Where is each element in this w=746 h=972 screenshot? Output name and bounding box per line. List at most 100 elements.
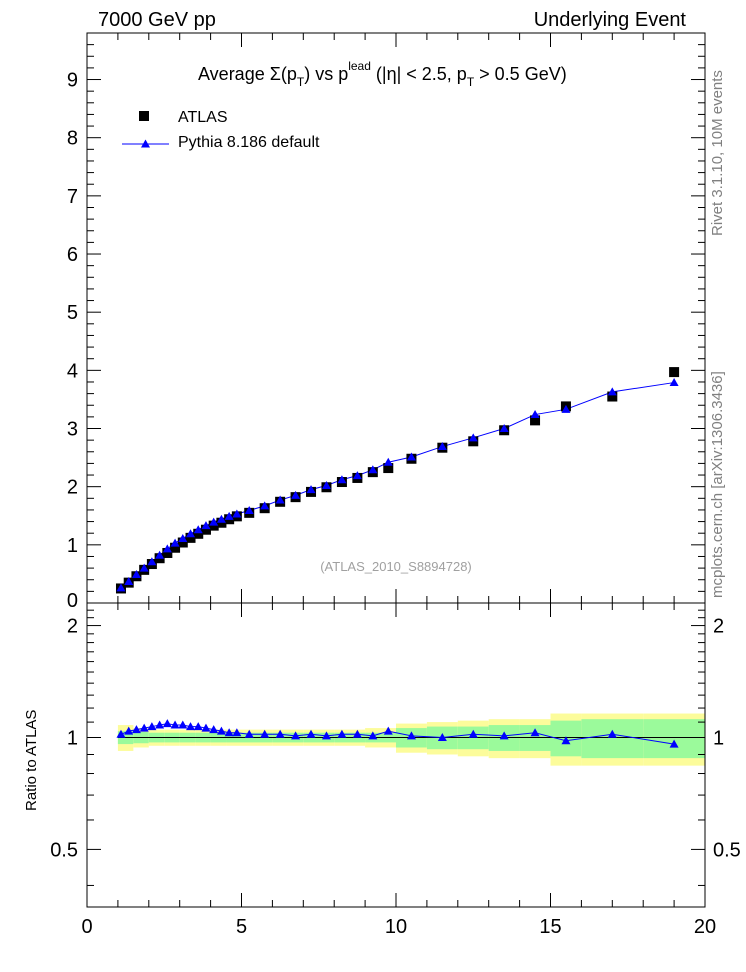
pythia-data-point xyxy=(669,378,679,387)
pythia-data-point xyxy=(186,529,196,538)
rivet-version-label: Rivet 3.1.10, 10M events xyxy=(709,70,726,236)
ratio-pythia-point xyxy=(406,731,416,740)
ratio-y-tick-label-right: 0.5 xyxy=(713,839,741,861)
y-tick-label: 2 xyxy=(67,477,78,499)
ratio-pythia-point xyxy=(383,726,393,735)
ratio-pythia-point xyxy=(232,728,242,737)
title-rest2: > 0.5 GeV) xyxy=(474,64,567,84)
ratio-y-tick-label-right: 1 xyxy=(713,727,724,749)
x-tick-label: 10 xyxy=(385,916,407,938)
legend-pythia-label: Pythia 8.186 default xyxy=(178,134,320,151)
atlas-data-point xyxy=(193,528,204,539)
ratio-pythia-point xyxy=(224,728,234,737)
x-tick-label: 0 xyxy=(81,916,92,938)
ratio-pythia-point xyxy=(291,731,301,740)
pythia-data-point xyxy=(216,514,226,523)
pythia-series-line xyxy=(120,382,675,589)
x-tick-label: 20 xyxy=(694,916,716,938)
ratio-pythia-point xyxy=(499,731,509,740)
pythia-data-point xyxy=(193,525,203,534)
ratio-pythia-line xyxy=(120,723,675,745)
ratio-pythia-point xyxy=(201,723,211,732)
ratio-pythia-point xyxy=(669,739,679,748)
pythia-data-point xyxy=(530,410,540,419)
header-right-label: Underlying Event xyxy=(534,9,687,31)
ratio-pythia-point xyxy=(216,726,226,735)
x-tick-label: 5 xyxy=(236,916,247,938)
pythia-data-point xyxy=(232,509,242,518)
ratio-pythia-point xyxy=(155,720,165,729)
legend-atlas-label: ATLAS xyxy=(178,109,228,126)
pythia-data-point xyxy=(155,550,165,559)
header-left-label: 7000 GeV pp xyxy=(98,9,216,31)
pythia-data-point xyxy=(352,471,362,480)
atlas-data-point xyxy=(185,532,196,543)
y-tick-label: 9 xyxy=(67,70,78,92)
ratio-pythia-point xyxy=(321,731,331,740)
atlas-data-point xyxy=(669,367,680,378)
pythia-data-point xyxy=(209,517,219,526)
legend: ATLAS Pythia 8.186 default xyxy=(122,109,320,151)
ratio-y-tick-label-right: 2 xyxy=(713,616,724,638)
atlas-data-point xyxy=(162,547,173,558)
ratio-pythia-point xyxy=(193,722,203,731)
pythia-data-point xyxy=(124,576,134,585)
pythia-data-point xyxy=(291,490,301,499)
y-tick-label: 5 xyxy=(67,302,78,324)
atlas-data-point xyxy=(200,524,211,535)
main-plot: 1 2 3 4 5 6 7 8 9 0 xyxy=(67,32,706,612)
title-sub-t2: T xyxy=(467,75,475,89)
ratio-pythia-point xyxy=(131,725,141,734)
ratio-pythia-point xyxy=(260,729,270,738)
legend-atlas-marker xyxy=(139,111,149,121)
pythia-data-point xyxy=(260,501,270,510)
pythia-data-point xyxy=(437,442,447,451)
atlas-data-point xyxy=(607,391,618,402)
title-sup-lead: lead xyxy=(348,59,371,73)
title-sub-t1: T xyxy=(297,75,305,89)
ratio-y-tick-label-left: 0.5 xyxy=(50,839,78,861)
pythia-data-point xyxy=(337,475,347,484)
ratio-y-tick-label-left: 1 xyxy=(67,727,78,749)
x-tick-label: 15 xyxy=(539,916,561,938)
pythia-data-point xyxy=(321,481,331,490)
y-tick-label: 1 xyxy=(67,535,78,557)
atlas-data-point xyxy=(530,415,541,426)
ratio-pythia-point xyxy=(162,719,172,728)
ratio-ylabel: Ratio to ATLAS xyxy=(23,710,40,811)
pythia-data-point xyxy=(162,544,172,553)
pythia-data-point xyxy=(368,465,378,474)
pythia-data-point xyxy=(306,485,316,494)
ratio-pythia-point xyxy=(124,726,134,735)
ratio-pythia-point xyxy=(275,729,285,738)
ratio-pythia-point xyxy=(170,720,180,729)
ratio-pythia-point xyxy=(186,722,196,731)
ratio-pythia-point xyxy=(437,732,447,741)
pythia-data-point xyxy=(147,557,157,566)
title-rest1: (|η| < 2.5, p xyxy=(371,64,467,84)
ratio-pythia-point xyxy=(337,729,347,738)
pythia-data-point xyxy=(139,563,149,572)
pythia-data-point xyxy=(244,506,254,515)
y-tick-label: 6 xyxy=(67,244,78,266)
ratio-pythia-point xyxy=(530,728,540,737)
ratio-pythia-point xyxy=(139,723,149,732)
atlas-data-point xyxy=(383,463,394,474)
pythia-data-point xyxy=(406,452,416,461)
ratio-pythia-point xyxy=(209,725,219,734)
y-tick-label: 8 xyxy=(67,128,78,150)
mcplots-label: mcplots.cern.ch [arXiv:1306.3436] xyxy=(709,371,726,598)
title-sigma: Σ(p xyxy=(270,64,297,84)
ratio-y-tick-label-left: 2 xyxy=(67,616,78,638)
y-tick-label: 4 xyxy=(67,360,78,382)
pythia-data-point xyxy=(383,457,393,466)
ratio-pythia-point xyxy=(244,729,254,738)
y-tick-label-zero: 0 xyxy=(67,590,78,612)
legend-pythia-marker xyxy=(141,139,150,148)
analysis-tag: (ATLAS_2010_S8894728) xyxy=(320,559,472,574)
ratio-plot: 0 5 10 15 20 0.5 0.5 1 1 2 2 xyxy=(50,602,741,938)
pythia-data-point xyxy=(224,511,234,520)
ratio-pythia-point xyxy=(468,729,478,738)
pythia-data-point xyxy=(607,387,617,396)
